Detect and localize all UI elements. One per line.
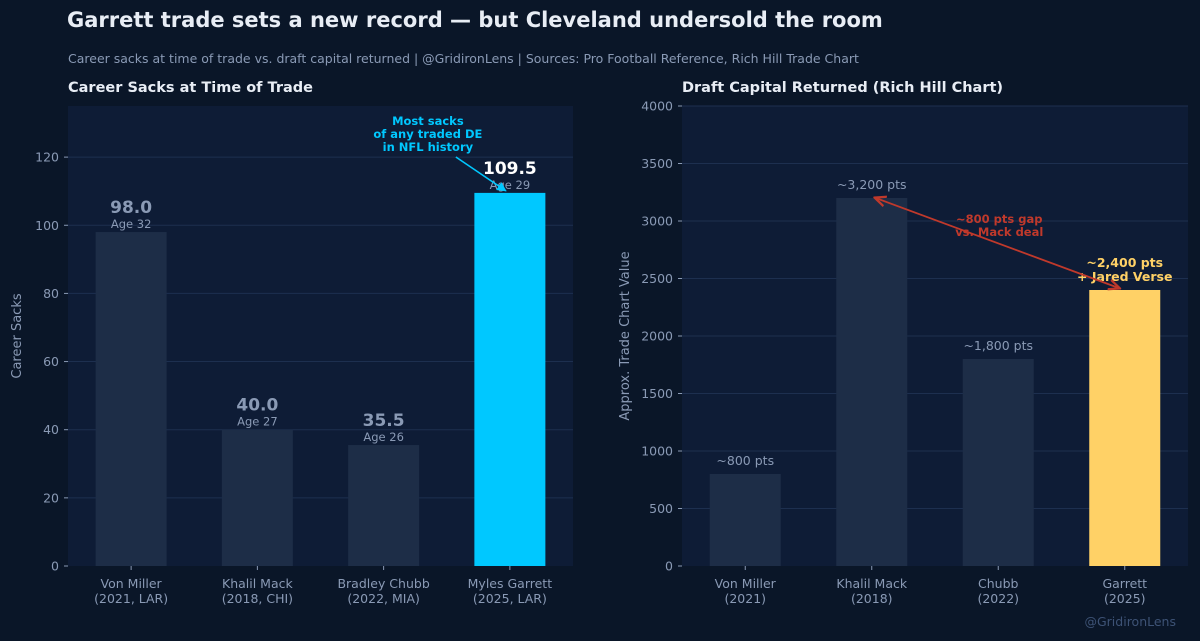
bar <box>1089 290 1161 566</box>
x-tick-label: Khalil Mack <box>222 576 293 591</box>
right-panel-title: Draft Capital Returned (Rich Hill Chart) <box>682 80 1004 96</box>
gap-arrow <box>876 198 1119 288</box>
page-subtitle: Career sacks at time of trade vs. draft … <box>68 51 859 66</box>
value-label: 109.5 <box>483 159 537 179</box>
bar <box>95 232 167 566</box>
y-tick-label: 120 <box>35 150 59 165</box>
x-tick-label: (2021) <box>724 591 766 606</box>
age-label: Age 26 <box>363 430 404 444</box>
x-tick-label: Von Miller <box>101 576 163 591</box>
annotation-text: Most sacks <box>392 114 464 128</box>
y-axis-label: Career Sacks <box>10 293 25 378</box>
highlight-value-label: ~2,400 pts <box>1086 255 1163 270</box>
x-tick-label: (2022, MIA) <box>347 591 420 606</box>
page-title: Garrett trade sets a new record — but Cl… <box>67 8 883 32</box>
x-tick-label: (2018) <box>851 591 893 606</box>
gap-annotation-text: vs. Mack deal <box>955 225 1043 239</box>
y-tick-label: 1000 <box>641 444 673 459</box>
x-tick-label: Bradley Chubb <box>337 576 429 591</box>
value-label: 40.0 <box>236 396 278 416</box>
x-tick-label: (2022) <box>977 591 1019 606</box>
y-tick-label: 40 <box>43 422 59 437</box>
x-tick-label: (2025) <box>1104 591 1146 606</box>
bar <box>709 474 781 566</box>
bar <box>348 445 420 566</box>
y-axis-label: Approx. Trade Chart Value <box>618 251 633 420</box>
bar <box>962 359 1034 566</box>
value-label: ~800 pts <box>716 453 774 468</box>
bar <box>474 192 546 566</box>
gap-annotation-text: ~800 pts gap <box>956 212 1042 226</box>
draft-capital-chart: 0 500 1000 1500 2000 2500 3000 3500 4000 Approx. … <box>618 99 1188 606</box>
x-tick-label: Chubb <box>978 576 1019 591</box>
y-tick-label: 0 <box>665 559 673 574</box>
y-tick-label: 3000 <box>641 214 673 229</box>
x-tick-label: Myles Garrett <box>468 576 553 591</box>
x-tick-label: Von Miller <box>715 576 777 591</box>
y-tick-label: 500 <box>649 501 673 516</box>
highlight-value-label: + Jared Verse <box>1077 269 1172 284</box>
annotation-text: of any traded DE <box>373 127 482 141</box>
x-tick-label: (2018, CHI) <box>222 591 293 606</box>
age-label: Age 32 <box>111 217 152 231</box>
y-tick-label: 0 <box>51 559 59 574</box>
y-tick-label: 60 <box>43 354 59 369</box>
x-tick-label: Garrett <box>1102 576 1147 591</box>
value-label: ~3,200 pts <box>837 177 907 192</box>
y-tick-label: 2000 <box>641 329 673 344</box>
y-tick-label: 100 <box>35 218 59 233</box>
left-panel-title: Career Sacks at Time of Trade <box>68 80 313 96</box>
annotation-text: in NFL history <box>383 140 474 154</box>
y-tick-label: 2500 <box>641 271 673 286</box>
age-label: Age 27 <box>237 415 278 429</box>
value-label: 35.5 <box>363 411 405 431</box>
y-tick-label: 4000 <box>641 99 673 114</box>
x-tick-label: (2021, LAR) <box>94 591 168 606</box>
bar <box>836 198 908 566</box>
y-tick-label: 20 <box>43 490 59 505</box>
y-tick-label: 1500 <box>641 386 673 401</box>
y-tick-label: 3500 <box>641 156 673 171</box>
value-label: 98.0 <box>110 198 152 218</box>
value-label: ~1,800 pts <box>963 338 1033 353</box>
y-tick-label: 80 <box>43 286 59 301</box>
annotation-arrow <box>455 156 507 192</box>
watermark: @GridironLens <box>1084 614 1176 629</box>
bar <box>221 429 293 566</box>
x-tick-label: Khalil Mack <box>836 576 907 591</box>
x-tick-label: (2025, LAR) <box>473 591 547 606</box>
